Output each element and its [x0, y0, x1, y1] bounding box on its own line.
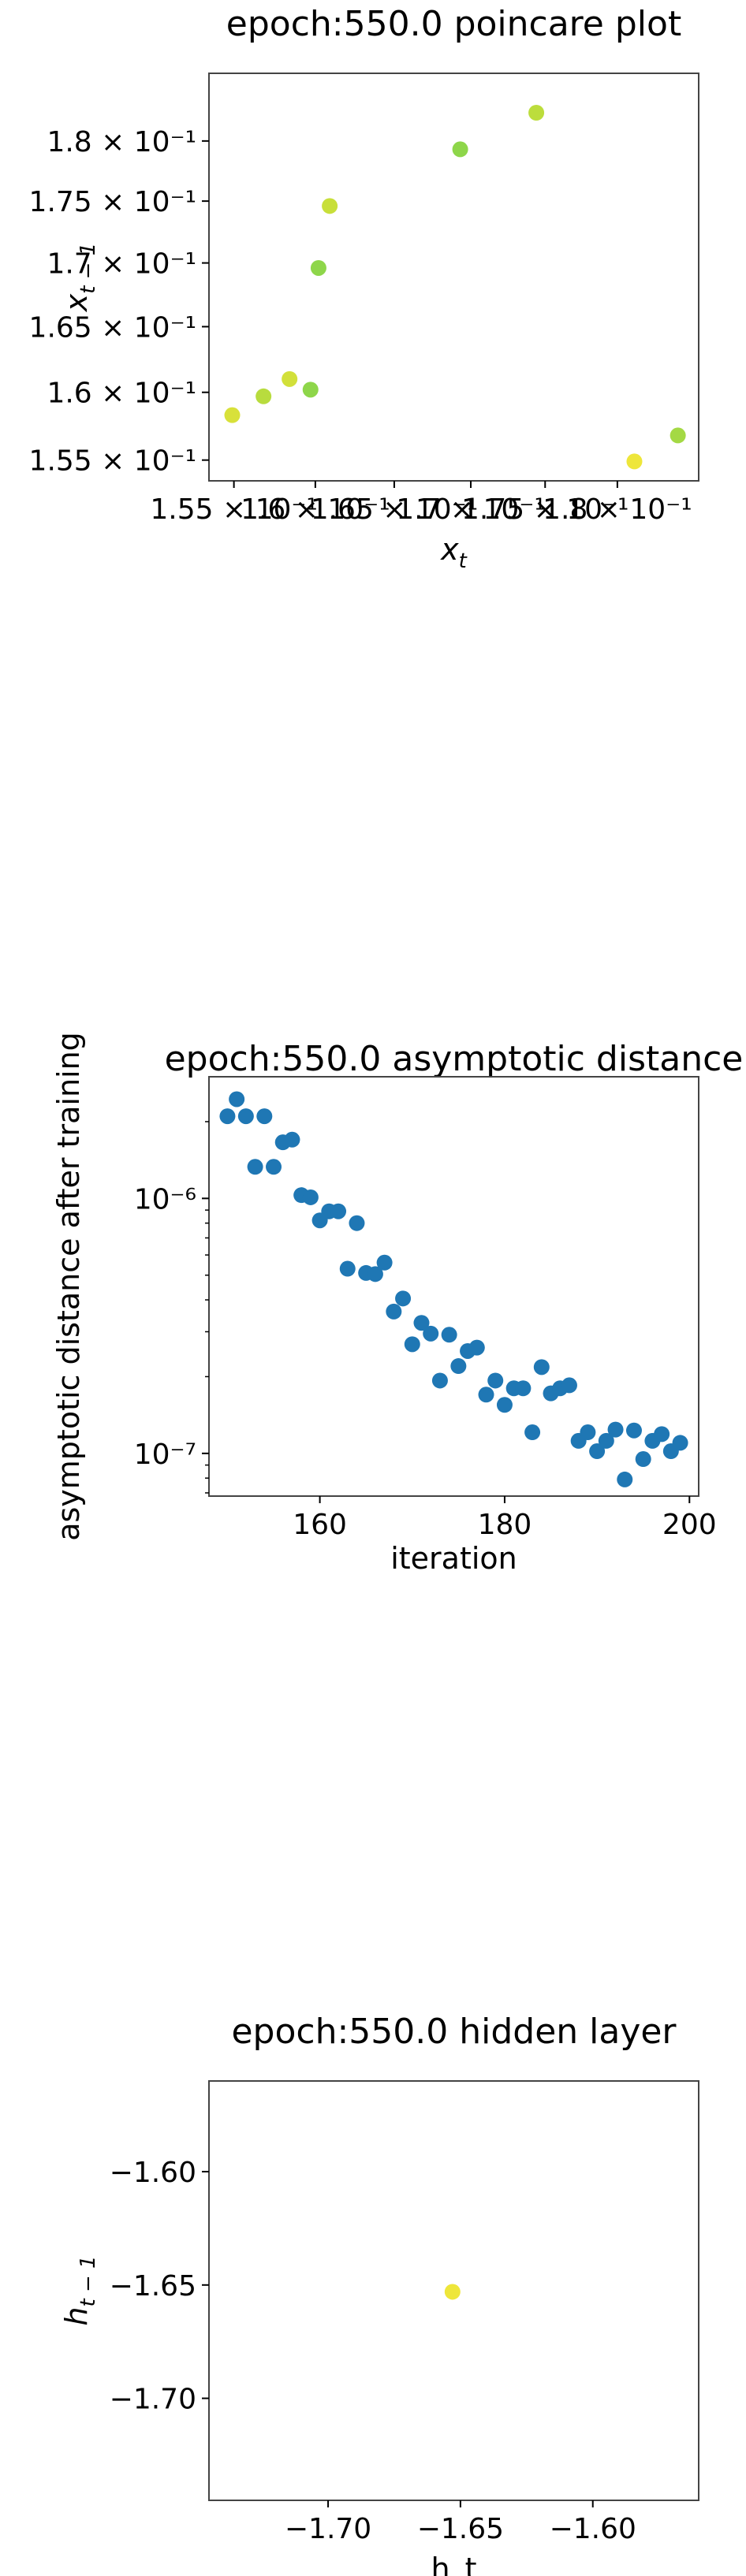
- y-tick-label: −1.70: [110, 2384, 196, 2416]
- y-tick-label: 10⁻⁶: [134, 1183, 196, 1215]
- data-point: [441, 1327, 457, 1343]
- y-tick-label: −1.60: [110, 2157, 196, 2189]
- x-tick-label: −1.60: [550, 2513, 636, 2545]
- data-point: [284, 1131, 300, 1148]
- plot-frame: [208, 73, 699, 482]
- y-tick-label: 10⁻⁷: [134, 1439, 196, 1471]
- y-tick-label: 1.7 × 10⁻¹: [47, 248, 196, 281]
- x-tick-label: 1.6 × 10⁻¹: [241, 493, 390, 526]
- data-point: [310, 259, 326, 276]
- y-tick-label: 1.65 × 10⁻¹: [29, 311, 196, 344]
- data-point: [349, 1215, 365, 1231]
- x-tick-label: 160: [293, 1509, 347, 1541]
- data-point: [302, 1189, 319, 1205]
- x-tick-label: −1.65: [417, 2513, 504, 2545]
- data-point: [266, 1159, 282, 1175]
- data-point: [496, 1397, 513, 1413]
- y-tick-label: 1.75 × 10⁻¹: [29, 186, 196, 218]
- x-tick-label: −1.70: [285, 2513, 371, 2545]
- data-point: [617, 1471, 633, 1487]
- plot-frame: [208, 1076, 699, 1497]
- x-tick-label: 180: [478, 1509, 532, 1541]
- x-tick-label: 1.55 × 10⁻¹: [150, 493, 317, 526]
- data-point: [607, 1421, 624, 1438]
- data-point: [635, 1451, 651, 1468]
- x-axis-label: xt: [440, 532, 468, 573]
- data-point: [450, 1358, 467, 1375]
- y-tick-label: −1.65: [110, 2270, 196, 2302]
- data-point: [229, 1091, 245, 1107]
- data-point: [386, 1303, 402, 1320]
- y-axis-label: asymptotic distance after training: [51, 1032, 86, 1541]
- y-tick-label: 1.6 × 10⁻¹: [47, 378, 196, 410]
- data-point: [515, 1380, 532, 1397]
- data-point: [376, 1254, 393, 1271]
- data-point: [219, 1108, 236, 1125]
- data-point: [256, 388, 272, 404]
- data-point: [339, 1260, 356, 1277]
- x-tick-label: 1.65 × 10⁻¹: [311, 493, 478, 526]
- plot-frame: [208, 2080, 699, 2501]
- data-point: [589, 1443, 606, 1460]
- data-point: [580, 1424, 596, 1441]
- data-point: [256, 1108, 273, 1125]
- data-point: [302, 382, 319, 398]
- y-axis-label: ht − 1: [59, 2255, 100, 2325]
- data-point: [423, 1325, 439, 1342]
- x-tick-label: 1.75 × 10⁻¹: [461, 493, 629, 526]
- data-point: [395, 1290, 412, 1307]
- chart-title: epoch:550.0 poincare plot: [226, 4, 681, 44]
- data-point: [444, 2284, 461, 2300]
- data-point: [413, 1315, 430, 1331]
- data-point: [654, 1426, 670, 1442]
- x-tick-label: 1.8 × 10⁻¹: [543, 493, 692, 526]
- chart-title: epoch:550.0 asymptotic distance: [165, 1039, 744, 1079]
- chart-title: epoch:550.0 hidden layer: [231, 2012, 677, 2052]
- data-point: [468, 1339, 485, 1356]
- x-tick-label: 200: [662, 1509, 717, 1541]
- data-point: [330, 1203, 347, 1219]
- y-axis-label: xt − 1: [59, 243, 100, 313]
- data-point: [533, 1359, 550, 1375]
- data-point: [478, 1387, 494, 1403]
- y-tick-label: 1.55 × 10⁻¹: [29, 445, 196, 478]
- data-point: [431, 1372, 448, 1389]
- data-point: [670, 427, 686, 444]
- x-axis-label: h_t: [431, 2552, 477, 2576]
- data-point: [598, 1432, 614, 1449]
- chart-2: epoch:550.0 asymptotic distance 160 180 200…: [51, 1032, 743, 1576]
- data-point: [404, 1336, 420, 1353]
- data-point: [224, 407, 241, 423]
- x-tick-label: 1.7 × 10⁻¹: [396, 493, 546, 526]
- y-tick-label: 1.8 × 10⁻¹: [47, 126, 196, 158]
- data-point: [524, 1424, 541, 1441]
- data-point: [452, 141, 468, 158]
- chart-3: epoch:550.0 hidden layer −1.70 −1.65 −1.60 −…: [59, 2012, 699, 2576]
- data-point: [561, 1377, 577, 1394]
- data-point: [237, 1108, 254, 1125]
- data-point: [626, 453, 643, 470]
- data-point: [528, 104, 545, 121]
- data-point: [487, 1372, 504, 1389]
- data-point: [672, 1435, 688, 1451]
- x-axis-label: iteration: [390, 1541, 517, 1576]
- data-point: [282, 370, 298, 387]
- data-point: [322, 198, 338, 214]
- data-point: [247, 1159, 263, 1175]
- data-point: [367, 1266, 383, 1282]
- data-point: [625, 1422, 642, 1439]
